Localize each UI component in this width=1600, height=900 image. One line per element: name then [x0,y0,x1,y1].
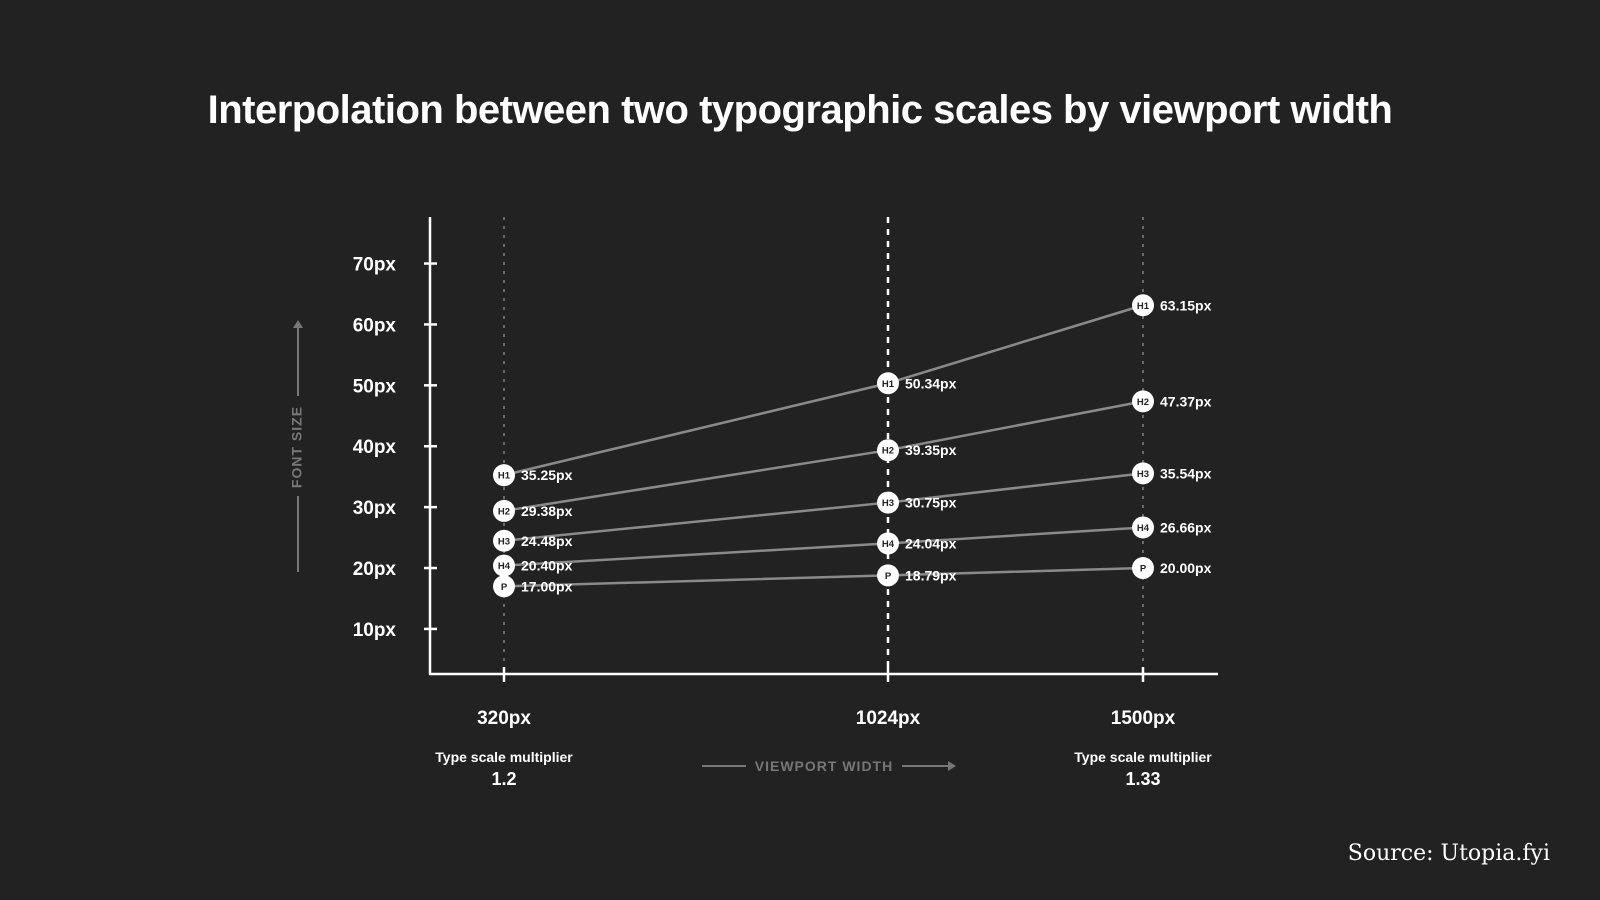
y-tick-label: 30px [353,498,397,519]
y-tick-label: 70px [353,255,397,276]
point-marker-text: P [885,571,892,582]
point-marker-h2 [877,439,899,462]
point-marker-h2 [1132,390,1154,413]
point-marker-h1 [1132,294,1154,317]
x-tick-label: 1024px [856,708,921,729]
point-marker-text: H2 [498,506,510,517]
point-marker-h3 [1132,462,1154,485]
source-credit: Source: Utopia.fyi [1347,841,1550,866]
point-marker-text: P [501,582,508,593]
point-marker-h3 [877,491,899,514]
point-marker-h3 [493,529,515,552]
point-marker-p [1132,557,1154,580]
multiplier-label: Type scale multiplier [435,749,573,765]
point-marker-text: H4 [498,561,511,572]
point-marker-text: H2 [882,446,894,457]
point-marker-p [877,564,899,587]
point-marker-text: H1 [1137,301,1150,312]
y-tick-label: 50px [353,376,397,397]
series-line-h4 [503,526,1144,567]
point-marker-p [493,575,515,598]
data-label: 30.75px [905,495,957,511]
point-marker-text: H4 [1137,523,1150,534]
x-tick-label: 1500px [1111,708,1176,729]
point-marker-text: H3 [1137,469,1149,480]
point-marker-h4 [1132,516,1154,539]
point-marker-text: H3 [882,498,894,509]
data-label: 29.38px [521,503,573,519]
data-label: 17.00px [521,578,573,594]
data-label: 39.35px [905,442,957,458]
data-label: 47.37px [1160,393,1212,409]
series-line-h2 [503,400,1144,513]
point-marker-h4 [877,532,899,555]
y-tick-label: 60px [353,315,397,336]
point-marker-text: H2 [1137,397,1149,408]
data-label: 20.00px [1160,560,1212,576]
arrow-up-icon [293,320,303,328]
multiplier-label: Type scale multiplier [1074,749,1212,765]
x-tick-label: 320px [477,708,531,729]
data-label: 50.34px [905,375,957,391]
data-label: 18.79px [905,567,957,583]
multiplier-value: 1.2 [491,769,516,789]
data-label: 63.15px [1160,297,1212,313]
series-line-h3 [503,472,1144,542]
point-marker-text: H4 [882,539,895,550]
series-line-h1 [503,304,1144,477]
y-tick-label: 40px [353,437,397,458]
multiplier-value: 1.33 [1125,769,1160,789]
data-label: 24.48px [521,533,573,549]
data-label: 35.25px [521,467,573,483]
data-label: 35.54px [1160,465,1212,481]
y-axis-title: FONT SIZE [289,406,305,488]
data-label: 26.66px [1160,519,1212,535]
point-marker-h1 [877,372,899,395]
series-line-p [503,566,1144,588]
y-tick-label: 10px [353,620,397,641]
point-marker-text: H3 [498,536,510,547]
chart-title: Interpolation between two typographic sc… [207,88,1393,132]
point-marker-text: H1 [498,471,511,482]
data-label: 20.40px [521,558,573,574]
data-label: 24.04px [905,535,957,551]
point-marker-text: H1 [882,379,895,390]
arrow-right-icon [948,761,956,771]
point-marker-h1 [493,464,515,487]
point-marker-text: P [1140,564,1147,575]
point-marker-h2 [493,499,515,522]
point-marker-h4 [493,554,515,577]
x-axis-title: VIEWPORT WIDTH [755,758,893,774]
y-tick-label: 20px [353,559,397,580]
